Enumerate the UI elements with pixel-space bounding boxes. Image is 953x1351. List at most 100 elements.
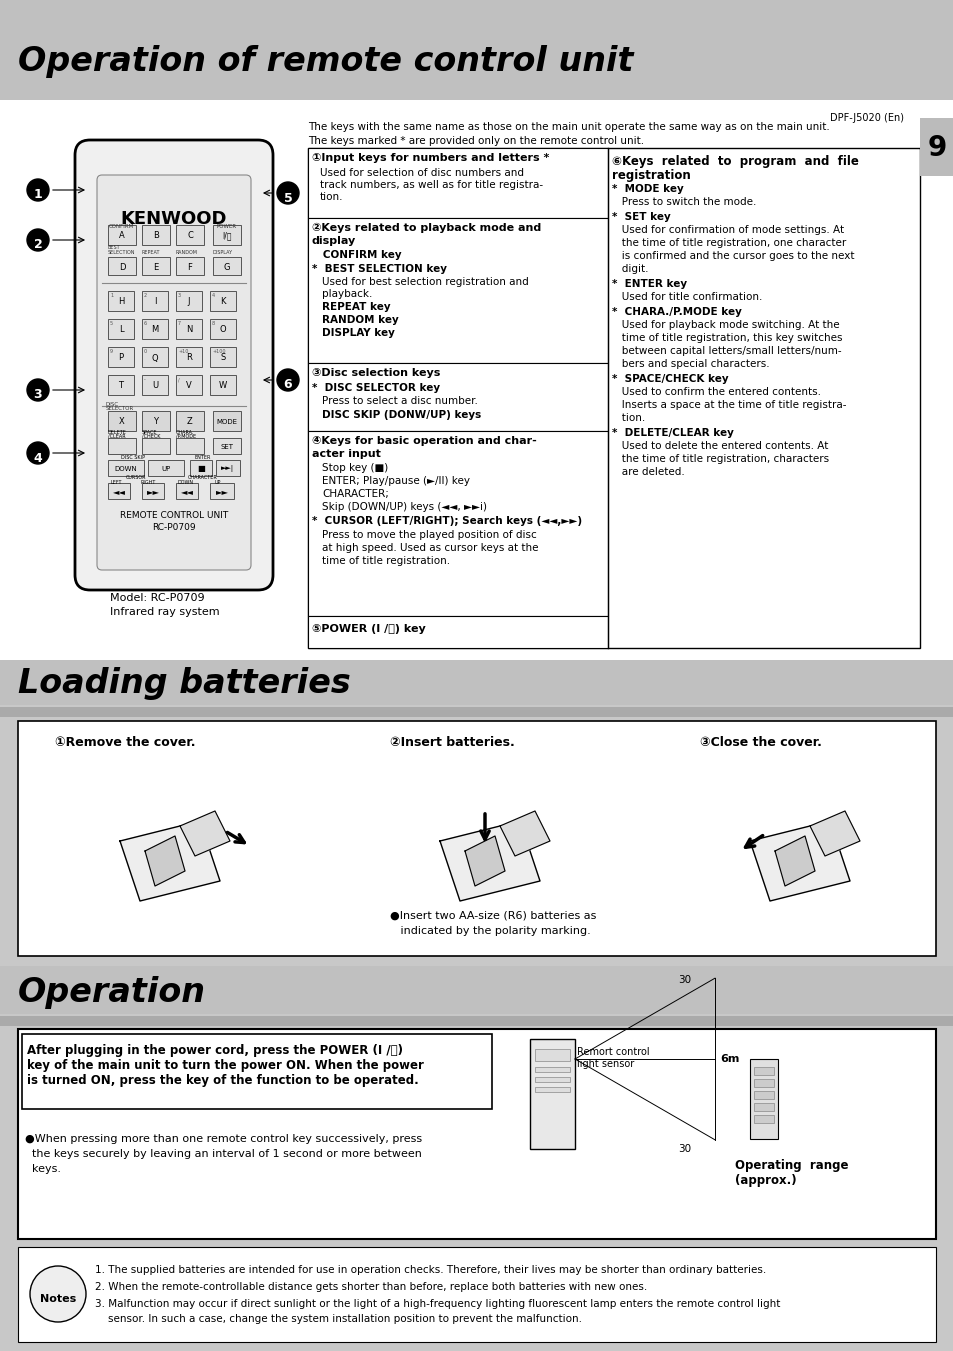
Text: ③Disc selection keys: ③Disc selection keys (312, 367, 440, 378)
Text: Used for confirmation of mode settings. At: Used for confirmation of mode settings. … (612, 226, 843, 235)
Text: Operation of remote control unit: Operation of remote control unit (18, 45, 633, 78)
Bar (210, 484, 233, 499)
Text: ►►: ►► (215, 488, 229, 497)
Bar (22, 1034, 492, 1109)
Bar (213, 226, 241, 245)
Text: DISC: DISC (106, 403, 119, 407)
Text: CURSOR: CURSOR (126, 476, 146, 480)
Bar (919, 118, 953, 176)
Text: H: H (117, 297, 124, 307)
Text: S: S (220, 354, 226, 362)
Text: RANDOM: RANDOM (175, 250, 198, 255)
Bar (108, 438, 136, 454)
Text: 3: 3 (178, 293, 181, 299)
Text: J: J (188, 297, 190, 307)
Text: C: C (187, 231, 193, 240)
Text: ●Insert two AA-size (R6) batteries as: ●Insert two AA-size (R6) batteries as (390, 911, 596, 921)
Text: 9: 9 (926, 134, 945, 162)
Text: Operating  range
(approx.): Operating range (approx.) (734, 1159, 847, 1188)
Bar (175, 411, 204, 431)
Text: Operation: Operation (18, 975, 206, 1009)
Text: the time of title registration, characters: the time of title registration, characte… (612, 454, 828, 463)
Text: G: G (224, 262, 230, 272)
Bar (142, 411, 170, 431)
Text: track numbers, as well as for title registra-: track numbers, as well as for title regi… (319, 180, 542, 190)
Text: E: E (153, 262, 158, 272)
Text: SPACE: SPACE (142, 430, 157, 435)
Text: Q: Q (152, 354, 158, 362)
Polygon shape (774, 836, 814, 886)
Text: P: P (118, 354, 124, 362)
Bar (0, 1016, 953, 1025)
Text: Inserts a space at the time of title registra-: Inserts a space at the time of title reg… (612, 400, 845, 409)
Bar (108, 226, 136, 245)
Text: KENWOOD: KENWOOD (121, 209, 227, 228)
Bar (530, 1039, 575, 1148)
Bar (175, 376, 202, 394)
Text: 30: 30 (678, 975, 691, 985)
Bar (108, 376, 133, 394)
Text: 7: 7 (178, 322, 181, 326)
Text: 3. Malfunction may occur if direct sunlight or the light of a high-frequency lig: 3. Malfunction may occur if direct sunli… (95, 1300, 780, 1309)
Text: SELECTION: SELECTION (108, 250, 135, 255)
Bar (18, 1029, 935, 1239)
Text: /CLEAR: /CLEAR (108, 434, 126, 439)
Text: 3: 3 (33, 389, 42, 401)
Text: I: I (153, 297, 156, 307)
Bar (210, 376, 235, 394)
Text: RC-P0709: RC-P0709 (152, 523, 195, 532)
Text: time of title registration, this key switches: time of title registration, this key swi… (612, 332, 841, 343)
Text: indicated by the polarity marking.: indicated by the polarity marking. (390, 925, 590, 936)
Text: MODE: MODE (216, 419, 237, 426)
Text: I/⏻: I/⏻ (222, 231, 232, 240)
Text: *  MODE key: * MODE key (612, 184, 683, 195)
Text: DISPLAY key: DISPLAY key (322, 328, 395, 338)
Text: tion.: tion. (319, 192, 343, 203)
Text: SELECTOR: SELECTOR (106, 407, 134, 411)
Bar (190, 459, 212, 476)
Text: 1: 1 (110, 293, 113, 299)
Text: Model: RC-P0709: Model: RC-P0709 (110, 593, 204, 603)
Text: Used for title confirmation.: Used for title confirmation. (612, 292, 761, 303)
Text: sensor. In such a case, change the system installation position to prevent the m: sensor. In such a case, change the syste… (95, 1315, 581, 1324)
Bar (18, 1247, 935, 1342)
Bar (18, 721, 935, 957)
Polygon shape (749, 821, 849, 901)
Text: F: F (188, 262, 193, 272)
Text: X: X (119, 417, 125, 427)
Text: time of title registration.: time of title registration. (322, 557, 450, 566)
Text: K: K (220, 297, 226, 307)
Circle shape (27, 442, 49, 463)
Text: REMOTE CONTROL UNIT: REMOTE CONTROL UNIT (120, 511, 228, 520)
Text: Infrared ray system: Infrared ray system (110, 607, 219, 617)
Text: Y: Y (153, 417, 158, 427)
Text: Used for selection of disc numbers and: Used for selection of disc numbers and (319, 168, 523, 178)
Text: B: B (152, 231, 159, 240)
Text: CHARACTER: CHARACTER (188, 476, 217, 480)
Text: The keys marked * are provided only on the remote control unit.: The keys marked * are provided only on t… (308, 136, 643, 146)
Text: DOWN: DOWN (178, 480, 193, 485)
Text: ⑤POWER (I /⏻) key: ⑤POWER (I /⏻) key (312, 624, 425, 634)
Text: -: - (144, 377, 146, 382)
Text: *  SPACE/CHECK key: * SPACE/CHECK key (612, 374, 728, 384)
Bar (108, 484, 130, 499)
Bar (535, 1048, 569, 1061)
Text: REPEAT: REPEAT (142, 250, 160, 255)
Text: D: D (118, 262, 125, 272)
Text: ④Keys for basic operation and char-: ④Keys for basic operation and char- (312, 436, 537, 446)
Bar (213, 438, 241, 454)
Bar (213, 411, 241, 431)
Text: CHARACTER;: CHARACTER; (322, 489, 389, 499)
Text: BEST: BEST (108, 245, 120, 250)
Bar (108, 347, 133, 367)
Polygon shape (499, 811, 550, 857)
Bar (108, 290, 133, 311)
Text: bers and special characters.: bers and special characters. (612, 359, 769, 369)
Text: the time of title registration, one character: the time of title registration, one char… (612, 238, 845, 249)
Text: ⑥Keys  related  to  program  and  file: ⑥Keys related to program and file (612, 155, 858, 168)
Text: Stop key (■): Stop key (■) (322, 463, 388, 473)
Bar (308, 431, 607, 616)
Bar (753, 1102, 773, 1111)
Text: LEFT: LEFT (111, 480, 122, 485)
Bar (142, 319, 168, 339)
